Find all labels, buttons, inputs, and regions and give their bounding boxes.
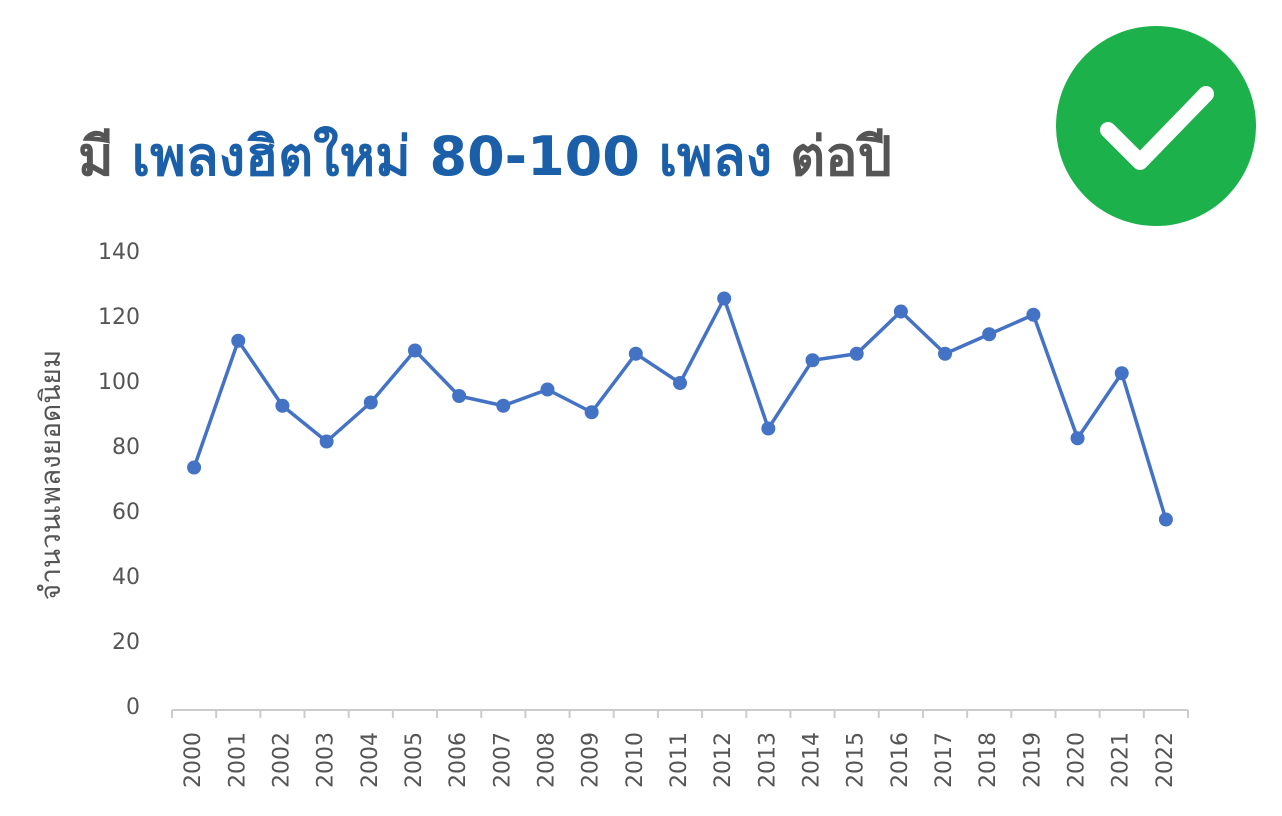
- y-axis-label: จำนวนเพลงยอดนิยม: [34, 350, 67, 600]
- x-tick-label: 2015: [844, 732, 869, 788]
- x-tick-label: 2020: [1065, 732, 1090, 788]
- data-point: [1114, 366, 1129, 381]
- x-tick-label: 2016: [888, 732, 913, 788]
- x-tick-label: 2004: [358, 732, 383, 788]
- y-tick-label: 40: [112, 565, 140, 590]
- x-tick-label: 2008: [534, 732, 559, 788]
- y-tick-label: 140: [98, 240, 140, 265]
- y-tick-label: 0: [126, 695, 140, 720]
- x-tick-label: 2001: [225, 732, 250, 788]
- data-point: [363, 395, 378, 410]
- data-point: [452, 389, 467, 403]
- data-point: [319, 434, 334, 449]
- x-tick-label: 2002: [269, 732, 294, 788]
- x-tick-label: 2019: [1020, 732, 1045, 788]
- data-point: [231, 333, 246, 348]
- data-point: [938, 346, 953, 361]
- y-tick-label: 80: [112, 435, 140, 460]
- check-icon: [1056, 26, 1256, 226]
- data-point: [982, 327, 997, 342]
- data-point: [893, 304, 908, 319]
- data-point: [187, 460, 202, 475]
- y-tick-label: 100: [98, 370, 140, 395]
- chart-title: มี เพลงฮิตใหม่ 80-100 เพลง ต่อปี: [78, 125, 892, 188]
- x-tick-label: 2022: [1153, 732, 1178, 788]
- y-tick-label: 60: [112, 500, 140, 525]
- title-segment: ต่อปี: [790, 125, 892, 188]
- data-point: [275, 398, 290, 413]
- data-point: [673, 376, 687, 390]
- x-tick-label: 2017: [932, 732, 957, 788]
- x-tick-label: 2005: [402, 732, 427, 788]
- x-tick-label: 2009: [579, 732, 604, 788]
- data-point: [1026, 307, 1041, 322]
- data-point: [849, 346, 864, 361]
- data-point: [1070, 431, 1085, 446]
- data-point: [1158, 512, 1173, 527]
- x-tick-label: 2012: [711, 732, 736, 788]
- data-point: [584, 405, 599, 420]
- series-line: [192, 296, 1168, 521]
- title-segment: เพลงฮิตใหม่ 80-100 เพลง: [132, 125, 773, 188]
- x-tick-label: 2011: [667, 732, 692, 788]
- y-tick-label: 120: [98, 305, 140, 330]
- x-tick-label: 2003: [314, 732, 339, 788]
- data-point: [407, 343, 422, 358]
- data-point: [496, 398, 511, 413]
- x-tick-label: 2010: [623, 732, 648, 788]
- x-tick-label: 2018: [976, 732, 1001, 788]
- data-point: [761, 421, 776, 436]
- data-point: [628, 346, 643, 361]
- x-tick-label: 2014: [800, 732, 825, 788]
- title-segment: มี: [78, 125, 114, 188]
- data-point: [717, 291, 732, 306]
- x-tick-label: 2006: [446, 732, 471, 788]
- x-tick-label: 2013: [755, 732, 780, 788]
- x-tick-label: 2021: [1109, 732, 1134, 788]
- x-tick-label: 2007: [490, 732, 515, 788]
- data-point: [805, 353, 820, 368]
- data-point: [540, 382, 555, 397]
- y-tick-label: 20: [112, 630, 140, 655]
- x-tick-label: 2000: [181, 732, 206, 788]
